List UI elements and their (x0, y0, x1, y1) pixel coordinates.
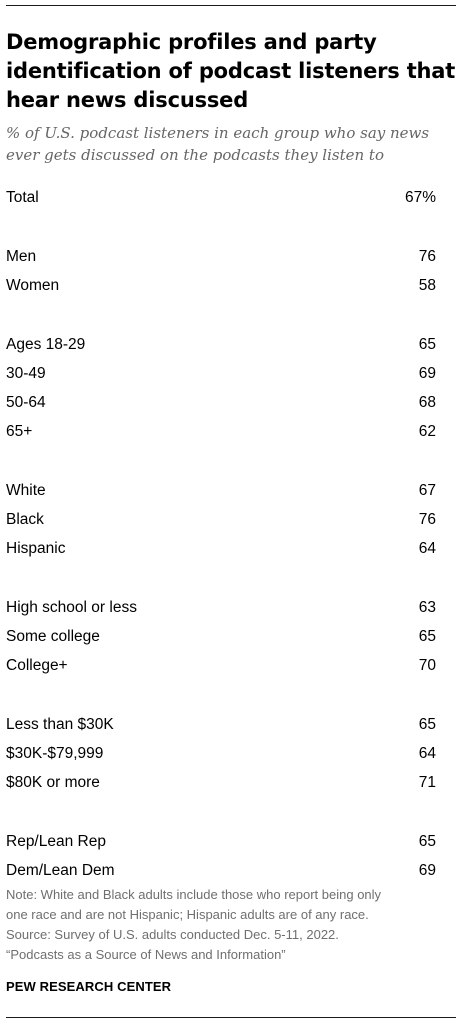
row-value: 65 (418, 716, 436, 733)
row-value: 76 (418, 248, 436, 265)
row-label: $80K or more (6, 774, 100, 791)
row-value: 65 (418, 336, 436, 353)
chart-note: Note: White and Black adults include tho… (6, 885, 456, 965)
table-row: Men 76 (6, 246, 436, 268)
row-value: 65 (418, 628, 436, 645)
row-label: 30-49 (6, 365, 46, 382)
row-value: 64 (418, 540, 436, 557)
row-label: White (6, 482, 46, 499)
row-value: 62 (418, 423, 436, 440)
table-row: Less than $30K 65 (6, 714, 436, 736)
row-label: $30K-$79,999 (6, 745, 104, 762)
row-value: 58 (418, 277, 436, 294)
row-label: Women (6, 277, 60, 294)
table-row: $30K-$79,999 64 (6, 743, 436, 765)
row-value: 67 (418, 482, 436, 499)
row-label: High school or less (6, 599, 137, 616)
row-label: Less than $30K (6, 716, 114, 733)
row-value: 69 (418, 365, 436, 382)
row-value: 68 (418, 394, 436, 411)
table-row: Dem/Lean Dem 69 (6, 860, 436, 882)
row-label: Men (6, 248, 37, 265)
row-value: 76 (418, 511, 436, 528)
row-value: 67% (404, 189, 436, 206)
note-line: Note: White and Black adults include tho… (6, 887, 382, 902)
row-label: Dem/Lean Dem (6, 862, 115, 879)
row-value: 64 (418, 745, 436, 762)
table-row: College+ 70 (6, 655, 436, 677)
table-row: Total 67% (6, 187, 436, 209)
bottom-rule (6, 1017, 456, 1018)
row-value: 70 (418, 657, 436, 674)
table-row: Some college 65 (6, 626, 436, 648)
row-label: Some college (6, 628, 100, 645)
chart-title: Demographic profiles and party identific… (6, 30, 456, 112)
row-value: 63 (418, 599, 436, 616)
chart-subtitle: % of U.S. podcast listeners in each grou… (6, 124, 430, 164)
top-rule (6, 5, 456, 6)
table-row: Women 58 (6, 275, 436, 297)
table-row: High school or less 63 (6, 597, 436, 619)
table-row: $80K or more 71 (6, 772, 436, 794)
row-label: Hispanic (6, 540, 66, 557)
note-line: one race and are not Hispanic; Hispanic … (6, 907, 369, 922)
table-row: 50-64 68 (6, 392, 436, 414)
row-label: 50-64 (6, 394, 46, 411)
row-value: 65 (418, 833, 436, 850)
row-label: College+ (6, 657, 68, 674)
row-label: Black (6, 511, 44, 528)
table-row: Rep/Lean Rep 65 (6, 831, 436, 853)
row-label: Rep/Lean Rep (6, 833, 106, 850)
table-row: Hispanic 64 (6, 538, 436, 560)
table-row: 30-49 69 (6, 363, 436, 385)
row-value: 69 (418, 862, 436, 879)
table-row: Black 76 (6, 509, 436, 531)
row-value: 71 (418, 774, 436, 791)
report-title-line: “Podcasts as a Source of News and Inform… (6, 947, 286, 962)
row-label: 65+ (6, 423, 33, 440)
table-row: 65+ 62 (6, 421, 436, 443)
row-label: Ages 18-29 (6, 336, 86, 353)
source-org-logo: PEW RESEARCH CENTER (6, 979, 172, 994)
table-row: White 67 (6, 480, 436, 502)
source-line: Source: Survey of U.S. adults conducted … (6, 927, 339, 942)
table-row: Ages 18-29 65 (6, 334, 436, 356)
row-label: Total (6, 189, 39, 206)
